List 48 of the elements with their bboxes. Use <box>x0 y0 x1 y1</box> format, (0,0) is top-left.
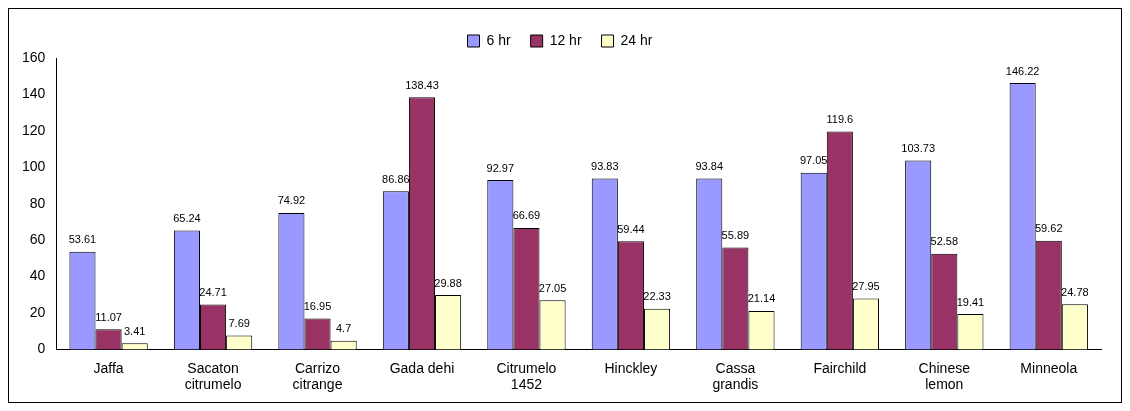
x-tick-label: Cassa grandis <box>712 359 759 393</box>
data-label: 103.73 <box>901 142 936 155</box>
data-label: 93.84 <box>695 160 724 173</box>
data-label: 11.07 <box>95 310 122 323</box>
data-label: 74.92 <box>277 194 306 207</box>
y-tick-label: 40 <box>29 267 46 284</box>
data-label: 24.71 <box>199 285 227 298</box>
data-label: 138.43 <box>405 78 439 91</box>
data-label: 3.41 <box>124 324 146 337</box>
y-tick-label: 140 <box>22 85 46 102</box>
data-label: 146.22 <box>1005 64 1040 77</box>
y-tick-label: 120 <box>22 121 46 138</box>
x-tick-label: Carrizo citrange <box>292 359 343 393</box>
data-label: 4.7 <box>335 322 352 335</box>
legend-label: 6 hr <box>486 31 511 48</box>
data-label: 52.58 <box>930 235 959 248</box>
y-tick-label: 0 <box>37 340 46 357</box>
data-label: 97.05 <box>799 154 828 167</box>
data-label: 59.44 <box>617 222 645 235</box>
x-tick-label: Chinese lemon <box>918 359 971 393</box>
x-tick-label: Minneola <box>1020 359 1078 376</box>
x-tick-label: Hinckley <box>604 359 658 376</box>
y-tick-label: 60 <box>29 230 46 247</box>
x-tick-label: Sacaton citrumelo <box>184 359 242 393</box>
data-label: 66.69 <box>512 209 541 222</box>
data-label: 55.89 <box>721 229 750 242</box>
data-label: 92.97 <box>486 161 515 174</box>
x-tick-label: Gada dehi <box>389 359 455 376</box>
data-label: 21.14 <box>747 292 776 305</box>
data-label: 93.83 <box>591 160 619 173</box>
y-tick-label: 80 <box>29 194 46 211</box>
data-label: 53.61 <box>68 233 97 246</box>
data-label: 16.95 <box>303 300 332 313</box>
data-label: 19.41 <box>956 295 985 308</box>
x-tick-label: Jaffa <box>93 359 124 376</box>
x-tick-label: Fairchild <box>813 359 867 376</box>
legend-label: 12 hr <box>549 31 582 48</box>
y-tick-label: 20 <box>29 303 46 320</box>
x-tick-label: Citrumelo 1452 <box>496 359 557 393</box>
y-tick-label: 100 <box>22 158 46 175</box>
data-label: 7.69 <box>228 316 250 329</box>
data-label: 27.05 <box>538 281 567 294</box>
data-label: 119.6 <box>826 113 854 126</box>
data-label: 86.86 <box>382 172 410 185</box>
y-tick-label: 160 <box>22 48 46 65</box>
legend-label: 24 hr <box>620 31 653 48</box>
data-label: 65.24 <box>173 212 201 225</box>
data-label: 59.62 <box>1035 222 1063 235</box>
